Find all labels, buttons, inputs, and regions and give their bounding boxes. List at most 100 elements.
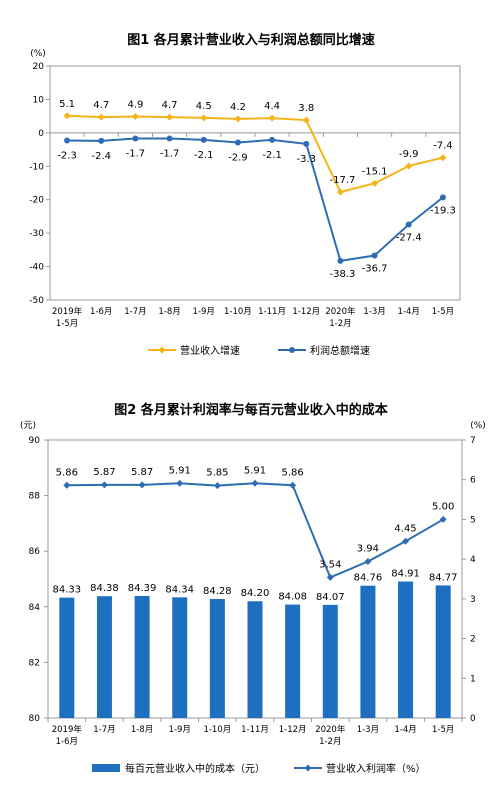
chart-2-bar (59, 597, 75, 718)
chart-1-series-1-data-label: 4.5 (196, 101, 212, 112)
chart-1: 图1 各月累计营业收入与利润总额同比增速 (%) 20 10 0 -10 -20 -30 -40… (29, 32, 461, 357)
chart-2-bar-data-label: 84.34 (165, 584, 194, 595)
chart-2-legend-swatch-bars (92, 764, 120, 772)
chart-2-x-tick-label: 1-7月 (93, 725, 115, 735)
chart-2-x-tick-label: 1-3月 (357, 725, 379, 735)
chart-1-series-2-point (234, 139, 241, 146)
chart-2-y-right-tick-label: 3 (470, 595, 476, 605)
chart-1-series-1-point (131, 112, 139, 120)
chart-2-line-point (138, 481, 146, 489)
chart-1-x-tick-label: 1-9月 (193, 307, 215, 317)
chart-1-series-1-data-label: 4.4 (264, 101, 280, 112)
chart-1-series-1-point (166, 113, 174, 121)
chart-2-line-point (326, 573, 334, 581)
chart-2-x-tick-label: 1-6月 (56, 737, 78, 747)
chart-2-bar (172, 597, 188, 718)
chart-2-line-point (439, 515, 447, 523)
chart-2-bar-data-label: 84.33 (52, 585, 81, 596)
chart-2-line-data-label: 3.94 (357, 544, 379, 555)
chart-1-series-1-point (200, 114, 208, 122)
chart-1-series-2-data-label: -2.3 (57, 151, 77, 162)
chart-2-y-left-tick-label: 86 (29, 547, 41, 557)
chart-1-y-tick-label: -40 (29, 263, 44, 273)
chart-2-bar-data-label: 84.77 (429, 572, 458, 583)
chart-2-y-right-tick-label: 7 (470, 436, 476, 446)
chart-2-line-point (364, 558, 372, 566)
chart-2-bar (398, 581, 414, 718)
chart-2-line-data-label: 5.87 (131, 467, 153, 478)
chart-1-series-1-data-label: -9.9 (399, 149, 419, 160)
chart-1-series-1-point (405, 162, 413, 170)
chart-1-series-2-data-label: -36.7 (362, 264, 388, 275)
chart-2-legend-marker-line (304, 764, 312, 772)
chart-2-y-right-unit: (%) (470, 421, 486, 431)
chart-1-series-2-data-label: -1.7 (126, 149, 146, 160)
chart-2-y-left-tick-label: 84 (29, 603, 41, 613)
chart-1-series-2-data-label: -2.9 (228, 153, 248, 164)
chart-2-y-right-tick-label: 5 (470, 515, 476, 525)
chart-2-x-tick-label: 1-5月 (432, 725, 454, 735)
chart-2-bar-data-label: 84.38 (90, 583, 119, 594)
chart-2-line-point (100, 481, 108, 489)
chart-2-bar-data-label: 84.76 (354, 573, 383, 584)
chart-2-bar-data-label: 84.28 (203, 586, 232, 597)
chart-1-series-2-data-label: -19.3 (430, 205, 456, 216)
chart-1-x-tick-label: 1-12月 (292, 307, 320, 317)
chart-2-title: 图2 各月累计利润率与每百元营业收入中的成本 (114, 402, 388, 418)
chart-1-legend-label-1: 营业收入增速 (180, 344, 240, 357)
chart-1-series-2-data-label: -38.3 (329, 269, 355, 280)
chart-2-y-right-tick-label: 1 (470, 674, 476, 684)
chart-1-legend-label-2: 利润总额增速 (310, 344, 370, 357)
chart-2-line-data-label: 3.54 (319, 559, 341, 570)
chart-1-series-1-point (371, 179, 379, 187)
chart-1-series-1-point (439, 154, 447, 162)
chart-2-x-tick-label: 2019年 (52, 724, 83, 735)
chart-1-y-tick-label: 10 (33, 95, 45, 105)
chart-1-series-2-data-label: -27.4 (396, 232, 422, 243)
chart-1-x-tick-label: 1-8月 (158, 307, 180, 317)
chart-1-series-2-point (439, 194, 446, 201)
chart-2-line-point (63, 481, 71, 489)
chart-2-line-data-label: 5.86 (282, 467, 304, 478)
chart-1-x-tick-label: 1-5月 (56, 319, 78, 329)
chart-1-x-tick-label: 2020年 (325, 306, 356, 317)
chart-1-series-1-data-label: 4.7 (93, 100, 109, 111)
chart-1-legend-marker-1 (158, 346, 166, 354)
chart-2-legend-label-bars: 每百元营业收入中的成本（元） (125, 762, 265, 775)
chart-2-y-right-tick-label: 2 (470, 635, 476, 645)
chart-1-series-2-point (337, 257, 344, 264)
chart-1-series-1-point (336, 188, 344, 196)
chart-1-series-2-point (303, 140, 310, 147)
chart-2-line-data-label: 5.91 (244, 465, 266, 476)
chart-2-bar (247, 601, 263, 718)
chart-1-series-1-data-label: -7.4 (433, 141, 453, 152)
chart-1-series-2-data-label: -2.1 (194, 150, 214, 161)
chart-2-line-point (289, 481, 297, 489)
chart-1-series-2-data-label: -2.4 (91, 151, 111, 162)
chart-1-series-line-1 (67, 114, 444, 194)
chart-2-line-point (251, 479, 259, 487)
chart-1-series-2-data-label: -2.1 (262, 150, 282, 161)
chart-1-series-1-point (63, 112, 71, 120)
chart-1-series-2-point (200, 136, 207, 143)
chart-2-bar (209, 599, 225, 718)
chart-1-y-tick-label: -50 (29, 296, 44, 306)
chart-2-line-point (213, 482, 221, 490)
chart-1-x-tick-label: 1-10月 (224, 307, 252, 317)
chart-2-x-tick-label: 2020年 (315, 724, 346, 735)
chart-1-series-1-data-label: 4.9 (127, 99, 143, 110)
chart-2-bar-data-label: 84.39 (128, 583, 157, 594)
chart-1-series-1-data-label: -15.1 (362, 166, 388, 177)
chart-2-x-tick-label: 1-9月 (169, 725, 191, 735)
chart-2-line-data-label: 5.87 (93, 467, 115, 478)
chart-2-line-point (176, 479, 184, 487)
chart-1-y-tick-label: 0 (38, 129, 44, 139)
chart-1-title: 图1 各月累计营业收入与利润总额同比增速 (127, 32, 375, 48)
chart-1-x-tick-label: 2019年 (52, 306, 83, 317)
chart-2-line-data-label: 5.86 (56, 467, 78, 478)
chart-1-series-1-data-label: -17.7 (329, 175, 355, 186)
chart-2-bar (285, 604, 301, 718)
chart-1-series-1-point (268, 114, 276, 122)
chart-1-series-1-point (234, 115, 242, 123)
chart-2-y-right-tick-label: 0 (470, 714, 476, 724)
